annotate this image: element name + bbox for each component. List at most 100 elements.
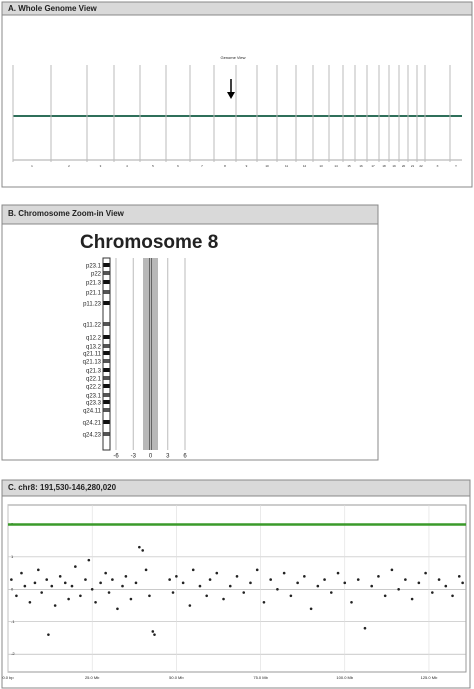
data-point xyxy=(276,588,279,591)
data-point xyxy=(191,568,195,572)
band-label: q21.13 xyxy=(83,360,102,366)
band-label: q22.2 xyxy=(86,385,102,391)
data-point xyxy=(50,584,54,588)
chromosome-label: 17 xyxy=(371,164,375,168)
chromosome-label: 19 xyxy=(392,164,396,168)
data-point xyxy=(205,594,208,598)
data-point xyxy=(410,597,414,601)
ideogram-band xyxy=(103,393,110,397)
chromosome-label: 8 xyxy=(224,164,226,168)
data-point xyxy=(90,588,94,591)
ideogram-band xyxy=(103,384,110,388)
data-point xyxy=(37,568,40,572)
data-point xyxy=(23,584,27,588)
data-point xyxy=(141,549,145,552)
chromosome-label: 12 xyxy=(303,164,307,168)
data-point xyxy=(53,604,57,607)
data-point xyxy=(175,575,178,578)
data-point xyxy=(437,578,441,581)
y-tick-label: -1 xyxy=(11,619,15,624)
arrow-head xyxy=(227,92,235,99)
data-point xyxy=(181,581,185,585)
panel-b-title: B. Chromosome Zoom-in View xyxy=(8,209,125,218)
data-point xyxy=(171,591,175,594)
genome-view-label: Genome View xyxy=(220,55,245,60)
data-point xyxy=(138,545,141,549)
chromosome-label: 21 xyxy=(411,164,415,168)
data-point xyxy=(451,594,454,598)
b-tick-label: 3 xyxy=(166,454,170,460)
b-tick-label: 6 xyxy=(183,454,187,460)
chromosome-label: 11 xyxy=(285,164,288,168)
ideogram-band xyxy=(103,335,110,339)
chromosome-label: 16 xyxy=(359,164,363,168)
data-point xyxy=(79,594,82,598)
data-point xyxy=(262,600,266,604)
data-point xyxy=(134,581,138,585)
data-point xyxy=(309,607,313,611)
ideogram-band xyxy=(103,344,110,348)
data-point xyxy=(356,578,360,581)
ideogram-band xyxy=(103,351,110,355)
chromosome-label: 18 xyxy=(382,164,386,168)
band-label: q23.1 xyxy=(86,394,102,400)
band-label: p22 xyxy=(91,272,102,278)
data-point xyxy=(87,558,91,562)
band-label: q24.21 xyxy=(83,421,102,427)
data-point xyxy=(45,578,49,581)
band-label: p23.1 xyxy=(86,264,102,270)
data-point xyxy=(228,584,232,588)
data-point xyxy=(343,581,347,585)
chromosome-label: 15 xyxy=(347,164,351,168)
chromosome-label: 1 xyxy=(31,164,33,168)
data-point xyxy=(15,594,18,598)
data-point xyxy=(350,600,353,604)
data-point xyxy=(168,578,171,581)
data-point xyxy=(116,607,119,611)
x-tick-label: 0.0 bp xyxy=(2,675,14,680)
band-label: q22.1 xyxy=(86,377,102,383)
data-point xyxy=(269,578,272,581)
data-point xyxy=(70,584,74,588)
chromosome-label: 22 xyxy=(419,164,423,168)
data-point xyxy=(289,594,293,598)
b-tick-label: -6 xyxy=(113,454,119,460)
band-label: p21.1 xyxy=(86,291,102,297)
data-point xyxy=(336,571,340,575)
data-point xyxy=(370,584,374,588)
chromosome-label: 13 xyxy=(319,164,323,168)
band-label: q24.23 xyxy=(83,433,102,439)
chromosome-label: 3 xyxy=(100,164,102,168)
x-tick-label: 75.0 Mb xyxy=(253,675,268,680)
panel-c-box xyxy=(1,495,471,689)
data-point xyxy=(47,633,50,637)
data-point xyxy=(255,568,259,572)
data-point xyxy=(249,581,252,585)
ideogram-band xyxy=(103,280,110,284)
ideogram-band xyxy=(103,263,110,267)
ideogram-band xyxy=(103,420,110,424)
data-point xyxy=(84,578,87,581)
ideogram-band xyxy=(103,376,110,380)
data-point xyxy=(461,581,464,585)
data-point xyxy=(363,626,367,630)
data-point xyxy=(151,630,155,633)
chromosome-label: 20 xyxy=(402,164,406,168)
ideogram-band xyxy=(103,322,110,326)
data-point xyxy=(58,575,62,578)
data-point xyxy=(121,584,124,588)
data-point xyxy=(28,600,32,604)
data-point xyxy=(397,588,400,591)
chromosome-label: 5 xyxy=(152,164,154,168)
ideogram-band xyxy=(103,359,110,363)
ideogram-band xyxy=(103,301,110,305)
data-point xyxy=(144,568,148,572)
data-point xyxy=(215,571,219,575)
data-point xyxy=(390,568,394,572)
band-label: q21.3 xyxy=(86,369,102,375)
chromosome-label: 4 xyxy=(126,164,128,168)
data-point xyxy=(417,581,421,585)
panel-b-box xyxy=(1,223,379,461)
